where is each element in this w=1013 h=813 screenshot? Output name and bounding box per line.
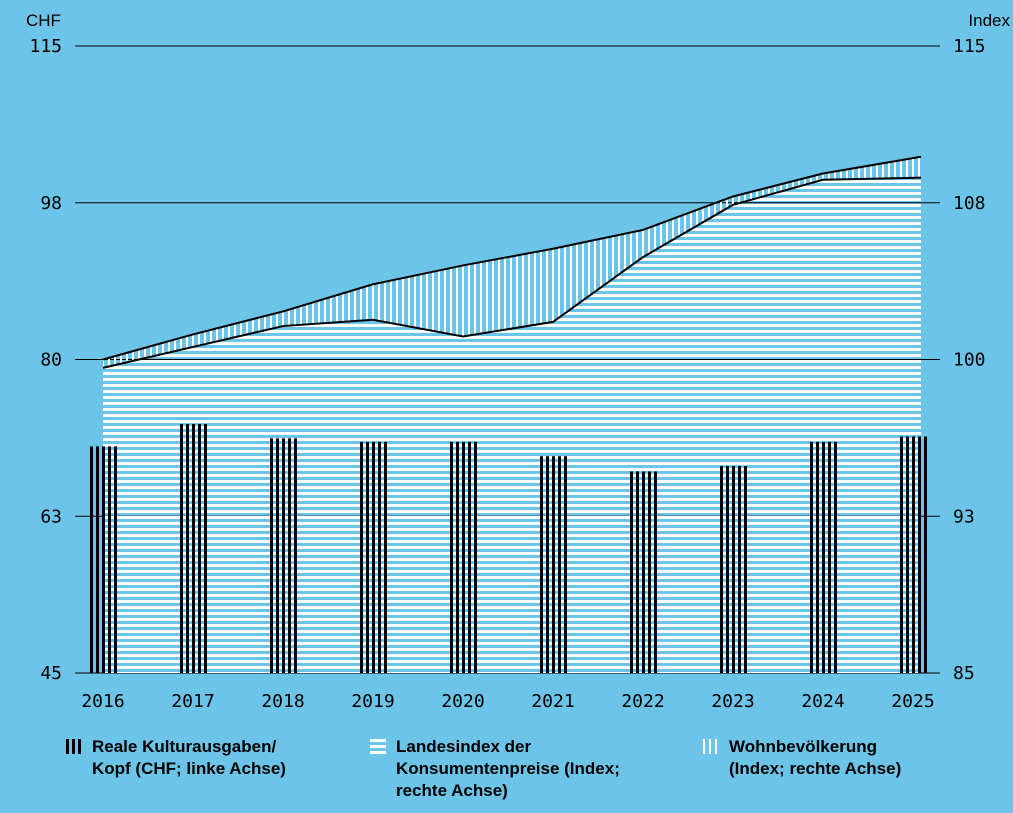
population-line (102, 155, 922, 361)
legend-swatch-bars (66, 739, 82, 754)
bar-2019 (358, 441, 388, 673)
x-tick-label: 2019 (351, 691, 394, 712)
right-tick-label: 108 (953, 193, 986, 214)
bar-2018 (268, 438, 298, 673)
population-area (103, 156, 921, 368)
right-tick-label: 100 (953, 350, 986, 371)
bar-2025 (898, 436, 928, 673)
x-tick-label: 2022 (621, 691, 664, 712)
bar-2024 (808, 441, 838, 673)
bar-2021 (538, 456, 568, 673)
legend-item-cpi: Landesindex der Konsumentenpreise (Index… (370, 736, 700, 811)
left-tick-label: 115 (29, 36, 62, 57)
bar-layer (88, 423, 928, 673)
left-tick-label: 45 (40, 663, 62, 684)
right-axis-label: Index (968, 11, 1010, 30)
bar-2017 (178, 423, 208, 673)
x-tick-label: 2018 (261, 691, 304, 712)
legend-item-population: Wohnbevölkerung (Index; rechte Achse) (703, 736, 1003, 806)
chart: CHF Index 115 115 98 108 80 100 63 93 45 85 2016 20… (26, 11, 1010, 712)
bar-2023 (718, 466, 748, 673)
x-tick-label: 2021 (531, 691, 574, 712)
x-tick-label: 2020 (441, 691, 484, 712)
legend-label-population: Wohnbevölkerung (Index; rechte Achse) (729, 737, 902, 778)
legend-swatch-population (703, 739, 719, 754)
right-tick-label: 115 (953, 36, 986, 57)
legend-swatch-cpi (370, 739, 386, 754)
legend-label-bars: Reale Kulturausgaben/ Kopf (CHF; linke A… (92, 737, 286, 778)
left-tick-label: 63 (40, 506, 62, 527)
bar-2022 (628, 471, 658, 673)
legend-item-bars: Reale Kulturausgaben/ Kopf (CHF; linke A… (66, 736, 366, 806)
area-layer (103, 156, 921, 674)
x-tick-label: 2024 (801, 691, 844, 712)
left-tick-label: 98 (40, 193, 62, 214)
x-tick-label: 2023 (711, 691, 754, 712)
x-tick-label: 2017 (171, 691, 214, 712)
legend-label-cpi: Landesindex der Konsumentenpreise (Index… (396, 737, 620, 800)
x-tick-label: 2025 (891, 691, 934, 712)
right-tick-label: 93 (953, 506, 975, 527)
left-axis-label: CHF (26, 11, 61, 30)
right-tick-label: 85 (953, 663, 975, 684)
cpi-line (102, 176, 922, 369)
x-tick-label: 2016 (81, 691, 124, 712)
axis-labels: CHF Index 115 115 98 108 80 100 63 93 45 85 2016 20… (26, 11, 1010, 712)
cpi-area (103, 177, 921, 674)
bar-2016 (88, 446, 118, 673)
left-tick-label: 80 (40, 350, 62, 371)
line-layer (102, 155, 922, 369)
bar-2020 (448, 441, 478, 673)
